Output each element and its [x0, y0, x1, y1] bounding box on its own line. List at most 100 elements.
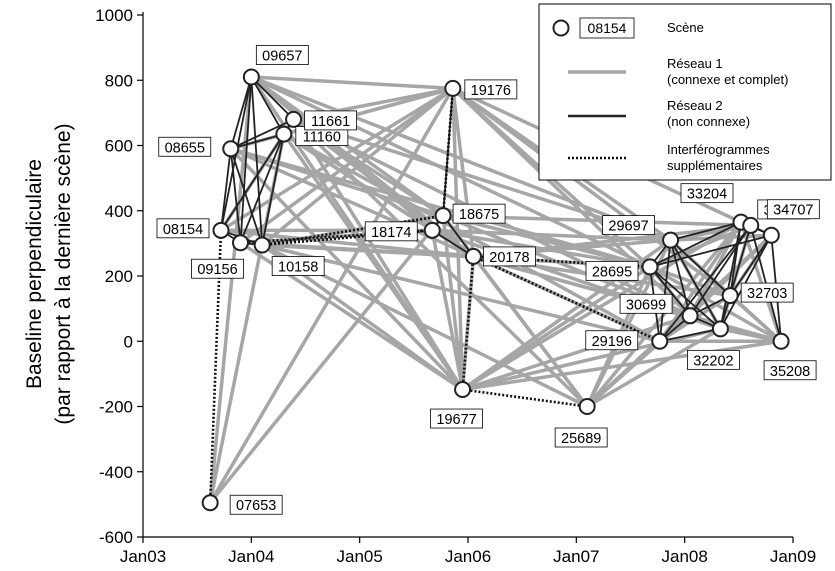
scene-label: 20178 [489, 250, 529, 266]
scene-label: 25689 [561, 431, 601, 447]
network1-edge [238, 86, 455, 245]
x-tick-label: Jan06 [445, 547, 491, 566]
network1-edge [229, 147, 465, 392]
scene-node [721, 287, 739, 305]
network2-edge [658, 327, 722, 343]
scene-label: 19176 [471, 83, 511, 99]
network1-edge [728, 293, 783, 343]
network1-edge [208, 213, 445, 505]
scene-node [681, 307, 699, 325]
scene-node [232, 234, 249, 252]
network1-edge [208, 75, 254, 505]
scene-nodes: 07653 08154 08655 09156 09657 10158 1116011661… [156, 45, 820, 515]
y-ticks: 1000 800 600 400 200 0 -200 -400 -600 [95, 6, 143, 547]
network1-edge [291, 117, 465, 392]
legend-network2-label-2: (non connexe) [667, 114, 750, 129]
x-tick-label: Jan04 [228, 547, 274, 566]
scene-node [454, 381, 472, 399]
x-tick-label: Jan08 [662, 547, 708, 566]
scene-label: 30699 [626, 297, 666, 313]
network2-edge [261, 133, 285, 246]
scene-label-box [680, 183, 734, 204]
scene-label-box [191, 258, 244, 279]
scene-node [201, 494, 219, 512]
scene-label: 34707 [773, 203, 813, 219]
y-tick-label: -600 [99, 528, 133, 547]
network2-edge [220, 133, 285, 232]
y-tick-label: 0 [124, 332, 133, 351]
scene-label-box [585, 260, 639, 281]
scene-label: 07653 [236, 498, 276, 514]
network2-edge [649, 234, 773, 268]
extra-edge [262, 229, 433, 247]
extra-edge [261, 214, 444, 247]
legend-scene-symbol [552, 19, 570, 37]
scene-label: 33204 [687, 187, 727, 203]
scene-node [711, 320, 729, 338]
scene-label: 19677 [436, 412, 476, 428]
scene-label-box [430, 408, 483, 429]
network1-edge [451, 86, 476, 259]
scene-label-box [602, 215, 655, 236]
network1-edge [451, 86, 465, 392]
legend-network1-label-2: (connexe et complet) [667, 72, 788, 87]
extra-edge [441, 88, 455, 216]
scene-node [464, 247, 482, 265]
legend-scene-id-box [579, 17, 635, 39]
network2-edge [250, 76, 285, 135]
scene-node [222, 140, 240, 158]
network2-edge [729, 224, 752, 297]
scene-node [434, 207, 452, 225]
y-tick-label: -200 [99, 398, 133, 417]
legend-network2-label-1: Réseau 2 [667, 98, 723, 113]
network1-edge [441, 213, 465, 392]
network1-edge [282, 132, 465, 392]
network1-edge [291, 117, 589, 409]
network1-edge [441, 213, 652, 269]
scene-label: 32703 [747, 286, 787, 302]
scene-label: 29697 [608, 219, 648, 235]
network1-edge [460, 327, 723, 392]
scene-label: 10158 [278, 260, 318, 276]
legend-extra-label-1: Interférogrammes [667, 142, 770, 157]
x-ticks: Jan03 Jan04 Jan05 Jan06 Jan07 Jan08 Jan09 [120, 537, 816, 566]
network1-edge [585, 220, 743, 409]
network1-edge [430, 228, 465, 392]
scene-label: 32202 [693, 353, 733, 369]
y-tick-label: 400 [105, 202, 133, 221]
scene-label-box [304, 110, 357, 131]
network2-edge [719, 234, 773, 330]
scene-label-box [483, 246, 536, 267]
scene-node [662, 231, 680, 249]
network2-edge [649, 265, 691, 317]
legend: 08154 Scène Réseau 1 (connexe et complet… [538, 3, 832, 181]
scene-node [285, 110, 303, 128]
scene-node [253, 236, 271, 254]
scene-node [423, 221, 441, 239]
axes: 1000 800 600 400 200 0 -200 -400 -600 Jan03 Jan04… [95, 6, 816, 566]
network2-edge [669, 239, 732, 297]
x-tick-label: Jan03 [120, 547, 166, 566]
legend-extra-label-2: supplémentaires [667, 158, 763, 173]
y-axis-label-line2: (par rapport à la dernière scène) [52, 123, 75, 424]
scene-label: 11661 [311, 114, 350, 130]
scene-node [742, 216, 760, 234]
extra-edge [208, 230, 223, 503]
scene-label-box [619, 293, 673, 314]
scene-label: 09657 [262, 48, 302, 64]
network2-edge [250, 76, 264, 246]
network2-edge [220, 147, 232, 232]
network2-edge [239, 76, 253, 244]
x-tick-label: Jan07 [553, 547, 599, 566]
scene-label-box [763, 360, 817, 381]
scene-label-box [554, 427, 608, 448]
legend-scene-label: Scène [667, 20, 704, 35]
network2-edge [658, 239, 672, 343]
scene-label: 18174 [371, 225, 411, 241]
scene-label-box [158, 136, 212, 157]
network1-edge [668, 233, 774, 242]
scene-label: 29196 [592, 334, 632, 350]
network1-edge [585, 339, 662, 409]
network1-edge [718, 327, 783, 343]
